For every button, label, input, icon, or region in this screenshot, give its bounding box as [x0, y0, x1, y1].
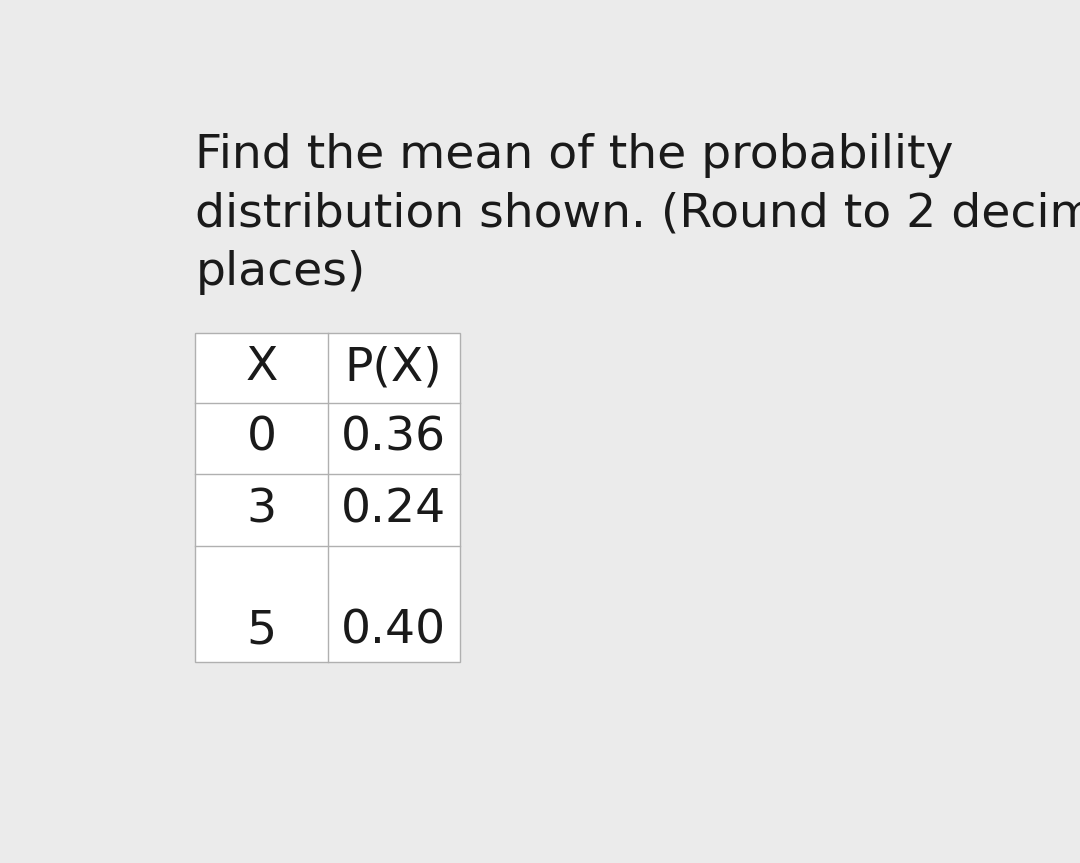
- Text: X: X: [245, 345, 278, 390]
- Text: places): places): [195, 250, 365, 295]
- Text: 0.36: 0.36: [341, 416, 446, 461]
- Text: P(X): P(X): [345, 345, 443, 390]
- Text: 0: 0: [246, 416, 276, 461]
- Text: 0.24: 0.24: [341, 488, 446, 532]
- Text: 3: 3: [246, 488, 276, 532]
- Text: 5: 5: [246, 608, 276, 653]
- Text: 0.40: 0.40: [341, 608, 446, 653]
- Text: distribution shown. (Round to 2 decimal: distribution shown. (Round to 2 decimal: [195, 192, 1080, 237]
- Text: Find the mean of the probability: Find the mean of the probability: [195, 134, 954, 179]
